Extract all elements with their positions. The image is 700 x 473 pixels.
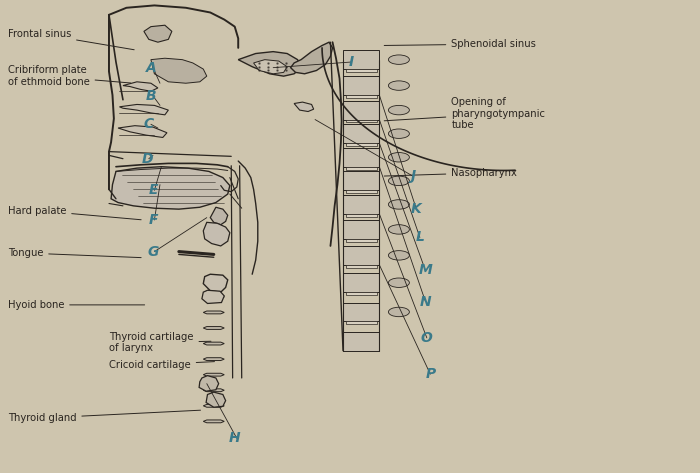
Text: Nasopharynx: Nasopharynx <box>384 168 517 178</box>
Text: Opening of
pharyngotympanic
tube: Opening of pharyngotympanic tube <box>384 97 545 131</box>
Ellipse shape <box>389 153 410 162</box>
Polygon shape <box>294 102 314 112</box>
Text: Cricoid cartilage: Cricoid cartilage <box>109 360 214 370</box>
Text: Sphenoidal sinus: Sphenoidal sinus <box>384 39 536 49</box>
Text: F: F <box>148 213 158 227</box>
Polygon shape <box>151 58 206 83</box>
Polygon shape <box>346 143 377 146</box>
Polygon shape <box>346 214 377 217</box>
Text: Thyroid gland: Thyroid gland <box>8 410 200 423</box>
Polygon shape <box>203 420 224 423</box>
Ellipse shape <box>389 176 410 185</box>
Polygon shape <box>203 326 224 329</box>
Text: I: I <box>349 55 354 69</box>
Polygon shape <box>346 190 377 193</box>
Polygon shape <box>210 207 228 225</box>
Polygon shape <box>118 126 167 138</box>
Polygon shape <box>203 342 224 345</box>
Text: M: M <box>419 263 433 278</box>
Text: J: J <box>410 169 415 183</box>
Ellipse shape <box>389 200 410 209</box>
Polygon shape <box>203 274 228 292</box>
Text: H: H <box>229 431 241 446</box>
Polygon shape <box>343 50 379 69</box>
Polygon shape <box>343 195 379 214</box>
Polygon shape <box>290 42 332 74</box>
Text: G: G <box>147 245 159 259</box>
Polygon shape <box>343 76 379 95</box>
Ellipse shape <box>389 81 410 90</box>
Polygon shape <box>199 376 218 391</box>
Polygon shape <box>343 303 379 321</box>
Text: A: A <box>146 61 156 75</box>
Ellipse shape <box>389 105 410 115</box>
Polygon shape <box>346 239 377 242</box>
Polygon shape <box>346 265 377 268</box>
Text: Frontal sinus: Frontal sinus <box>8 29 134 50</box>
Ellipse shape <box>389 129 410 139</box>
Text: K: K <box>411 202 421 216</box>
Polygon shape <box>203 358 224 360</box>
Polygon shape <box>123 82 158 91</box>
Polygon shape <box>203 389 224 392</box>
Polygon shape <box>343 124 379 143</box>
Text: P: P <box>426 367 435 381</box>
Polygon shape <box>343 148 379 166</box>
Text: C: C <box>144 117 154 131</box>
Text: Thyroid cartilage
of larynx: Thyroid cartilage of larynx <box>109 332 211 353</box>
Polygon shape <box>203 296 224 298</box>
Ellipse shape <box>389 55 410 64</box>
Text: Cribriform plate
of ethmoid bone: Cribriform plate of ethmoid bone <box>8 65 131 87</box>
Polygon shape <box>203 311 224 314</box>
Polygon shape <box>343 273 379 292</box>
Polygon shape <box>203 222 230 246</box>
Polygon shape <box>120 105 169 115</box>
Polygon shape <box>238 52 301 76</box>
Text: Tongue: Tongue <box>8 248 141 258</box>
Text: D: D <box>141 152 153 166</box>
Polygon shape <box>203 280 224 283</box>
Ellipse shape <box>389 225 410 234</box>
Text: O: O <box>421 331 433 345</box>
Polygon shape <box>343 101 379 120</box>
Polygon shape <box>346 95 377 98</box>
Polygon shape <box>111 166 230 209</box>
Polygon shape <box>206 392 225 407</box>
Polygon shape <box>343 332 379 350</box>
Polygon shape <box>346 166 377 169</box>
Ellipse shape <box>389 307 410 317</box>
Polygon shape <box>346 69 377 72</box>
Text: N: N <box>419 295 431 308</box>
Polygon shape <box>144 25 172 42</box>
Polygon shape <box>202 290 224 304</box>
Ellipse shape <box>389 278 410 288</box>
Polygon shape <box>343 171 379 190</box>
Text: E: E <box>148 183 158 197</box>
Text: B: B <box>146 89 156 103</box>
Text: Hyoid bone: Hyoid bone <box>8 300 145 310</box>
Polygon shape <box>346 321 377 324</box>
Ellipse shape <box>389 251 410 260</box>
Polygon shape <box>343 220 379 239</box>
Polygon shape <box>203 404 224 407</box>
Polygon shape <box>346 120 377 123</box>
Text: Hard palate: Hard palate <box>8 206 141 220</box>
Polygon shape <box>203 373 224 376</box>
Polygon shape <box>346 292 377 295</box>
Polygon shape <box>253 60 287 74</box>
Polygon shape <box>343 246 379 265</box>
Text: L: L <box>415 230 424 245</box>
